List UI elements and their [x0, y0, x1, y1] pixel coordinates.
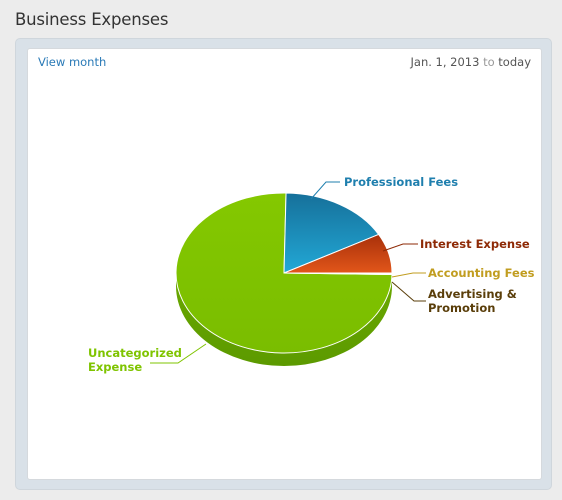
- label-advertising: Advertising & Promotion: [428, 287, 517, 315]
- label-interest-expense: Interest Expense: [420, 237, 530, 251]
- label-accounting-fees: Accounting Fees: [428, 266, 535, 280]
- label-professional-fees-leader: [310, 181, 340, 200]
- date-range: Jan. 1, 2013 to today: [411, 55, 532, 69]
- label-accounting-fees-leader: [391, 272, 426, 278]
- page-title: Business Expenses: [15, 10, 169, 29]
- label-advertising-leader: [391, 281, 426, 302]
- view-month-link[interactable]: View month: [38, 55, 107, 69]
- chart-card: View month Jan. 1, 2013 to today Uncateg…: [15, 38, 552, 490]
- pie-chart: Uncategorized Expense Professional Fees Int…: [88, 175, 535, 374]
- label-interest-expense-leader: [382, 243, 418, 252]
- slice-professional-fees: [283, 192, 380, 274]
- label-professional-fees: Professional Fees: [344, 175, 458, 189]
- date-separator: to: [483, 55, 495, 69]
- slice-advertising: [283, 272, 393, 276]
- date-from: Jan. 1, 2013: [410, 55, 480, 69]
- label-uncategorized-leader: [150, 343, 207, 364]
- label-uncategorized: Uncategorized Expense: [88, 346, 182, 374]
- date-to: today: [498, 55, 531, 69]
- chart-panel: View month Jan. 1, 2013 to today Uncateg…: [27, 48, 542, 480]
